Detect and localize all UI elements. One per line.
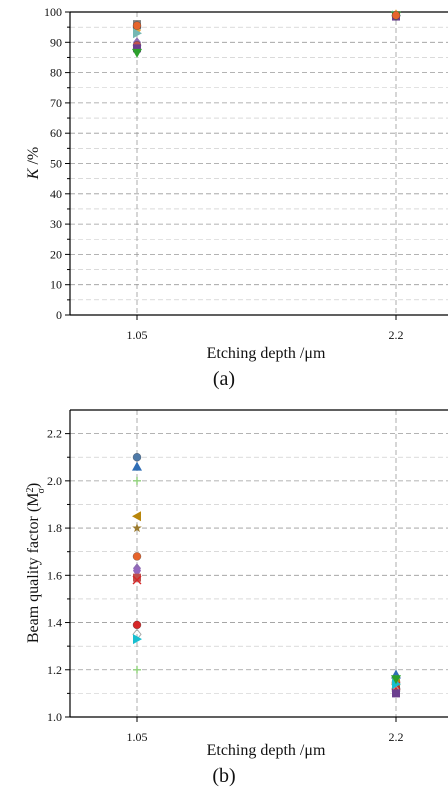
y-tick-label: 40 xyxy=(50,187,62,201)
chart-a-grid xyxy=(70,11,448,315)
chart-a-points xyxy=(132,9,401,58)
chart-b-points xyxy=(132,453,401,698)
chart-b: 1.0 1.2 1.4 1.6 1.8 2.0 2.2 1.05 2.2 Etching de… xyxy=(25,409,448,787)
x-tick-label: 1.05 xyxy=(127,730,148,744)
y-tick-label: 70 xyxy=(50,96,62,110)
y-tick-label: 90 xyxy=(50,35,62,49)
data-point xyxy=(391,675,401,685)
chart-a-x-axis-title: Etching depth /μm xyxy=(207,345,326,362)
chart-b-grid xyxy=(70,410,448,717)
data-point xyxy=(132,552,142,561)
chart-b-x-ticks: 1.05 2.2 xyxy=(127,717,404,744)
data-point xyxy=(391,11,401,20)
y-tick-label: 20 xyxy=(50,247,62,261)
y-tick-label: 1.2 xyxy=(47,663,62,677)
y-tick-label: 1.6 xyxy=(47,568,62,582)
chart-b-y-ticks: 1.0 1.2 1.4 1.6 1.8 2.0 2.2 xyxy=(47,427,70,724)
data-point xyxy=(392,678,401,689)
data-point xyxy=(133,634,142,645)
y-tick-label: 2.2 xyxy=(47,427,62,441)
y-tick-label: 60 xyxy=(50,126,62,140)
chart-b-panel-label: (b) xyxy=(212,765,235,787)
data-point xyxy=(392,689,400,698)
y-tick-label: 10 xyxy=(50,278,62,292)
x-tick-label: 1.05 xyxy=(127,328,148,342)
data-point xyxy=(132,461,142,471)
y-tick-label: 1.4 xyxy=(47,616,62,630)
data-point xyxy=(132,575,142,585)
y-tick-label: 100 xyxy=(44,5,62,19)
y-tick-label: 80 xyxy=(50,66,62,80)
chart-a-y-axis-title-unit: /% xyxy=(25,147,42,169)
chart-b-x-axis-title: Etching depth /μm xyxy=(207,742,326,759)
y-tick-label: 1.0 xyxy=(47,710,62,724)
chart-b-y-axis-title-sup: 2 xyxy=(25,488,36,493)
data-point xyxy=(133,476,141,485)
data-point xyxy=(133,573,141,582)
y-tick-label: 2.0 xyxy=(47,474,62,488)
data-point xyxy=(132,523,142,533)
chart-a-y-axis-title: K /% xyxy=(25,147,42,180)
data-point xyxy=(132,21,142,30)
chart-b-y-axis-title-sub: σ xyxy=(36,488,47,494)
y-tick-label: 50 xyxy=(50,157,62,171)
data-point xyxy=(133,28,142,39)
data-point xyxy=(132,48,142,58)
x-tick-label: 2.2 xyxy=(389,328,404,342)
chart-b-y-axis-title-main: Beam quality factor (M xyxy=(25,493,42,644)
data-point xyxy=(132,453,142,462)
chart-b-y-axis-title-close: ) xyxy=(25,483,42,488)
chart-a-y-ticks: 0 10 20 30 40 50 60 70 80 90 100 xyxy=(44,5,70,322)
x-tick-label: 2.2 xyxy=(389,730,404,744)
chart-a-x-ticks: 1.05 2.2 xyxy=(127,315,404,342)
chart-a-y-axis-title-k: K xyxy=(25,167,42,180)
data-point xyxy=(133,665,141,674)
chart-a-panel-label: (a) xyxy=(213,368,235,390)
y-tick-label: 0 xyxy=(56,308,62,322)
y-tick-label: 1.8 xyxy=(47,521,62,535)
data-point xyxy=(133,567,141,575)
chart-a: 0 10 20 30 40 50 60 70 80 90 100 1.05 2.2 Etching d… xyxy=(25,5,448,390)
data-point xyxy=(132,620,142,630)
data-point xyxy=(133,44,141,53)
data-point xyxy=(132,511,141,522)
y-tick-label: 30 xyxy=(50,217,62,231)
chart-b-y-axis-title: Beam quality factor (M2σ) xyxy=(25,483,47,643)
